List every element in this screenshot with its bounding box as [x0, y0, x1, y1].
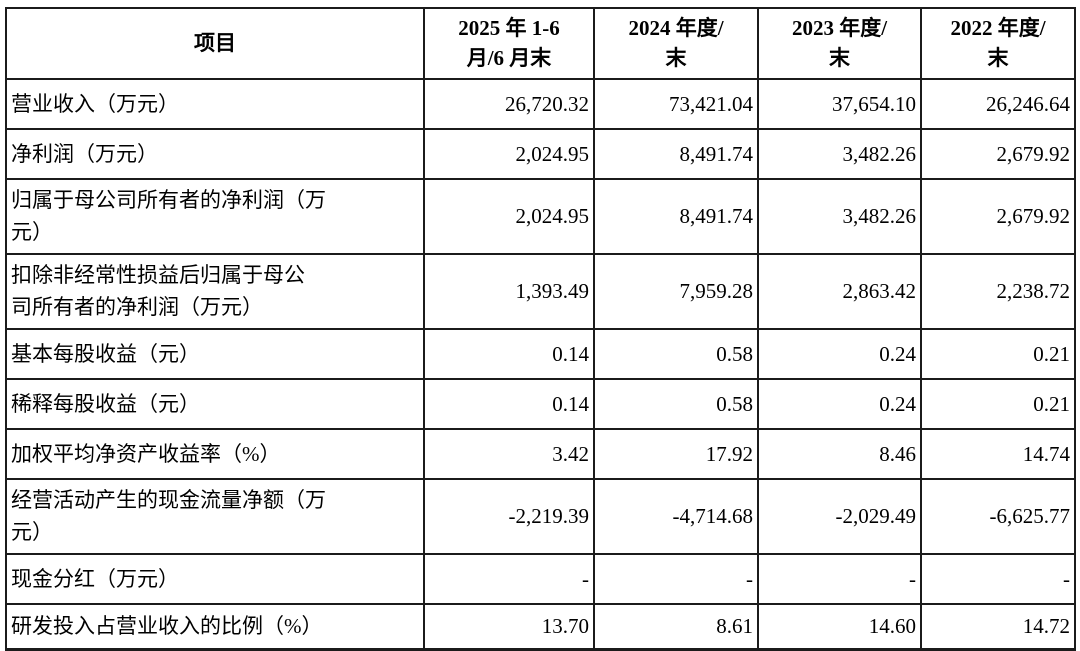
row-label: 加权平均净资产收益率（%）	[5, 427, 425, 480]
value-cell: 0.24	[757, 327, 922, 380]
value-cell: 0.24	[757, 377, 922, 430]
value-cell: -	[757, 552, 922, 605]
value-cell: 14.60	[757, 602, 922, 651]
value-cell: 8,491.74	[593, 177, 759, 255]
header-cell-2022: 2022 年度/ 末	[920, 7, 1076, 80]
value-cell: 2,024.95	[423, 177, 595, 255]
row-label: 经营活动产生的现金流量净额（万 元）	[5, 477, 425, 555]
value-cell: 2,863.42	[757, 252, 922, 330]
value-cell: 0.58	[593, 327, 759, 380]
value-cell: 2,024.95	[423, 127, 595, 180]
row-label: 基本每股收益（元）	[5, 327, 425, 380]
value-cell: 3,482.26	[757, 127, 922, 180]
value-cell: 2,238.72	[920, 252, 1076, 330]
value-cell: 0.21	[920, 327, 1076, 380]
value-cell: 17.92	[593, 427, 759, 480]
header-cell-2024: 2024 年度/ 末	[593, 7, 759, 80]
table-row-operating-cash-flow: 经营活动产生的现金流量净额（万 元） -2,219.39 -4,714.68 -…	[5, 477, 1076, 555]
value-cell: -	[920, 552, 1076, 605]
value-cell: -6,625.77	[920, 477, 1076, 555]
value-cell: 14.72	[920, 602, 1076, 651]
value-cell: -	[423, 552, 595, 605]
value-cell: 14.74	[920, 427, 1076, 480]
value-cell: 0.14	[423, 327, 595, 380]
table-row-net-profit: 净利润（万元） 2,024.95 8,491.74 3,482.26 2,679…	[5, 127, 1076, 180]
value-cell: 73,421.04	[593, 77, 759, 130]
table-row-net-profit-deducting-nonrecurring: 扣除非经常性损益后归属于母公 司所有者的净利润（万元） 1,393.49 7,9…	[5, 252, 1076, 330]
header-cell-2023: 2023 年度/ 末	[757, 7, 922, 80]
value-cell: 0.14	[423, 377, 595, 430]
row-label: 归属于母公司所有者的净利润（万 元）	[5, 177, 425, 255]
row-label: 扣除非经常性损益后归属于母公 司所有者的净利润（万元）	[5, 252, 425, 330]
row-label: 营业收入（万元）	[5, 77, 425, 130]
financial-summary-table: 项目 2025 年 1-6 月/6 月末 2024 年度/ 末 2023 年度/…	[5, 7, 1076, 651]
value-cell: -4,714.68	[593, 477, 759, 555]
value-cell: 37,654.10	[757, 77, 922, 130]
table-row-basic-eps: 基本每股收益（元） 0.14 0.58 0.24 0.21	[5, 327, 1076, 380]
row-label: 稀释每股收益（元）	[5, 377, 425, 430]
table-row-weighted-avg-roe: 加权平均净资产收益率（%） 3.42 17.92 8.46 14.74	[5, 427, 1076, 480]
value-cell: 2,679.92	[920, 127, 1076, 180]
value-cell: 2,679.92	[920, 177, 1076, 255]
value-cell: -2,029.49	[757, 477, 922, 555]
row-label: 现金分红（万元）	[5, 552, 425, 605]
table-row-diluted-eps: 稀释每股收益（元） 0.14 0.58 0.24 0.21	[5, 377, 1076, 430]
table-row-operating-revenue: 营业收入（万元） 26,720.32 73,421.04 37,654.10 2…	[5, 77, 1076, 130]
value-cell: 8.61	[593, 602, 759, 651]
value-cell: 26,720.32	[423, 77, 595, 130]
header-cell-2025: 2025 年 1-6 月/6 月末	[423, 7, 595, 80]
value-cell: 8.46	[757, 427, 922, 480]
value-cell: 13.70	[423, 602, 595, 651]
value-cell: 1,393.49	[423, 252, 595, 330]
value-cell: 3.42	[423, 427, 595, 480]
value-cell: 0.58	[593, 377, 759, 430]
table-row-rd-ratio: 研发投入占营业收入的比例（%） 13.70 8.61 14.60 14.72	[5, 602, 1076, 651]
value-cell: -2,219.39	[423, 477, 595, 555]
value-cell: -	[593, 552, 759, 605]
value-cell: 7,959.28	[593, 252, 759, 330]
value-cell: 8,491.74	[593, 127, 759, 180]
value-cell: 26,246.64	[920, 77, 1076, 130]
header-cell-item: 项目	[5, 7, 425, 80]
row-label: 研发投入占营业收入的比例（%）	[5, 602, 425, 651]
row-label: 净利润（万元）	[5, 127, 425, 180]
header-row: 项目 2025 年 1-6 月/6 月末 2024 年度/ 末 2023 年度/…	[5, 7, 1076, 80]
value-cell: 3,482.26	[757, 177, 922, 255]
table-row-net-profit-parent: 归属于母公司所有者的净利润（万 元） 2,024.95 8,491.74 3,4…	[5, 177, 1076, 255]
table-row-cash-dividend: 现金分红（万元） - - - -	[5, 552, 1076, 605]
value-cell: 0.21	[920, 377, 1076, 430]
